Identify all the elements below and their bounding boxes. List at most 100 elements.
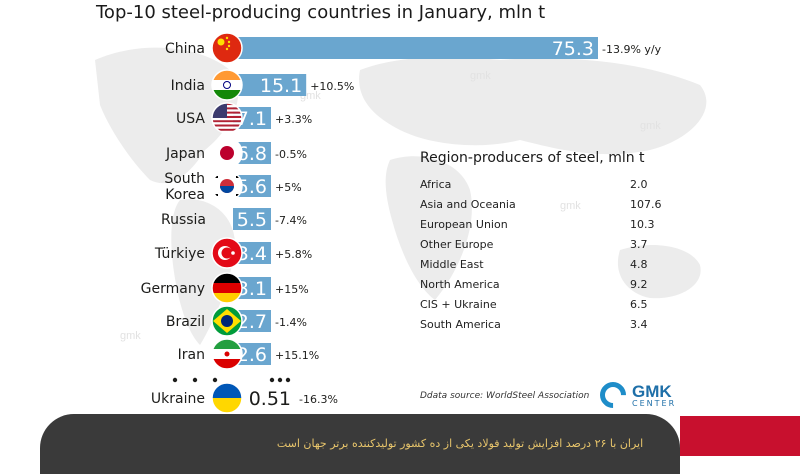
gmk-logo-icon xyxy=(594,376,632,414)
watermark: gmk xyxy=(120,330,141,342)
bar-value-label: 0.51 xyxy=(249,388,291,410)
bar xyxy=(233,142,271,164)
region-name: European Union xyxy=(420,217,508,231)
region-value: 6.5 xyxy=(630,297,648,311)
region-value: 2.0 xyxy=(630,177,648,191)
region-value: 107.6 xyxy=(630,197,662,211)
region-row: South America 3.4 xyxy=(420,314,700,334)
turkiye-flag xyxy=(211,237,243,269)
logo-line2: CENTER xyxy=(632,398,677,408)
region-value: 9.2 xyxy=(630,277,648,291)
country-label: Iran xyxy=(178,347,205,363)
ellipsis-dot xyxy=(172,377,178,383)
region-name: Middle East xyxy=(420,257,484,271)
ukraine-flag xyxy=(211,382,243,414)
source-note: Ddata source: WorldSteel Association xyxy=(420,391,590,401)
region-row: CIS + Ukraine 6.5 xyxy=(420,294,700,314)
country-label: USA xyxy=(176,111,205,127)
region-row: Other Europe 3.7 xyxy=(420,234,700,254)
bar xyxy=(233,107,271,129)
bar-value-label: 5.5 xyxy=(237,209,267,231)
bar xyxy=(233,242,271,264)
ellipsis-dot xyxy=(192,377,198,383)
ellipsis-dot xyxy=(285,377,291,383)
bar xyxy=(233,310,271,332)
watermark: gmk xyxy=(470,70,491,82)
region-table-body: Africa 2.0 Asia and Oceania 107.6 European U… xyxy=(420,174,700,334)
bar xyxy=(233,74,307,96)
bar xyxy=(233,175,271,197)
change-label: +15% xyxy=(275,283,309,296)
change-label: +15.1% xyxy=(275,349,319,362)
region-table-title: Region-producers of steel, mln t xyxy=(420,150,645,166)
bar-value-label: 2.7 xyxy=(237,311,267,333)
bar xyxy=(233,277,271,299)
country-label: Japan xyxy=(165,146,205,162)
bar xyxy=(233,208,271,230)
logo-line1: GMK xyxy=(632,381,672,401)
china-flag xyxy=(211,32,243,64)
change-label: +5% xyxy=(275,181,302,194)
country-label: India xyxy=(171,78,205,94)
bar-value-label: 7.1 xyxy=(237,108,267,130)
bar-chart: China 75.3 -13.9% y/y India 15.1 +10.5% USA 7.1… xyxy=(141,32,662,414)
footer-accent xyxy=(680,416,800,456)
watermark: gmk xyxy=(560,200,581,212)
country-label: Germany xyxy=(141,281,205,297)
chart-title: Top-10 steel-producing countries in Janu… xyxy=(96,2,546,23)
bar-value-label: 3.1 xyxy=(237,278,267,300)
change-label: -1.4% xyxy=(275,316,307,329)
gmk-logo: GMK CENTER xyxy=(594,376,677,414)
country-label: Korea xyxy=(165,187,205,203)
region-name: Asia and Oceania xyxy=(420,197,516,211)
change-label: -0.5% xyxy=(275,148,307,161)
bar-value-label: 15.1 xyxy=(260,75,302,97)
japan-flag xyxy=(211,137,243,169)
region-value: 4.8 xyxy=(630,257,648,271)
change-label: -13.9% y/y xyxy=(602,43,662,56)
region-value: 3.4 xyxy=(630,317,648,331)
world-map-background xyxy=(95,47,707,345)
change-label: -16.3% xyxy=(299,393,338,406)
country-label: Russia xyxy=(161,212,206,228)
region-table: Region-producers of steel, mln t Africa 2… xyxy=(420,150,700,334)
region-name: CIS + Ukraine xyxy=(420,297,497,311)
change-label: +10.5% xyxy=(310,80,354,93)
bar-value-label: 6.8 xyxy=(237,143,267,165)
india-flag xyxy=(211,69,243,101)
south-korea-flag xyxy=(211,170,243,202)
country-label: Ukraine xyxy=(151,391,205,407)
brazil-flag xyxy=(211,305,243,337)
bar-value-label: 2.6 xyxy=(237,344,267,366)
change-label: +5.8% xyxy=(275,248,312,261)
region-name: North America xyxy=(420,277,500,291)
country-label: South xyxy=(164,171,205,187)
country-label: Türkiye xyxy=(154,246,205,262)
region-name: South America xyxy=(420,317,501,331)
region-value: 10.3 xyxy=(630,217,655,231)
bar-value-label: 3.4 xyxy=(237,243,267,265)
country-label: Brazil xyxy=(166,314,205,330)
region-value: 3.7 xyxy=(630,237,648,251)
ellipsis-dot xyxy=(277,377,283,383)
region-name: Africa xyxy=(420,177,452,191)
bar-value-label: 75.3 xyxy=(552,38,594,60)
bar xyxy=(233,37,598,59)
bar xyxy=(233,343,271,365)
germany-flag xyxy=(211,272,243,304)
region-row: Middle East 4.8 xyxy=(420,254,700,274)
region-row: European Union 10.3 xyxy=(420,214,700,234)
region-name: Other Europe xyxy=(420,237,494,251)
ellipsis-dot xyxy=(269,377,275,383)
change-label: -7.4% xyxy=(275,214,307,227)
bar-value-label: 5.6 xyxy=(237,176,267,198)
region-row: Africa 2.0 xyxy=(420,174,700,194)
ellipsis-dot xyxy=(212,377,218,383)
usa-flag xyxy=(211,102,243,134)
region-row: Asia and Oceania 107.6 xyxy=(420,194,700,214)
change-label: +3.3% xyxy=(275,113,312,126)
footer-caption: ایران با ۲۶ درصد افزایش تولید فولاد یکی … xyxy=(276,437,644,450)
iran-flag xyxy=(211,338,243,370)
region-row: North America 9.2 xyxy=(420,274,700,294)
watermark: gmk xyxy=(640,120,661,132)
